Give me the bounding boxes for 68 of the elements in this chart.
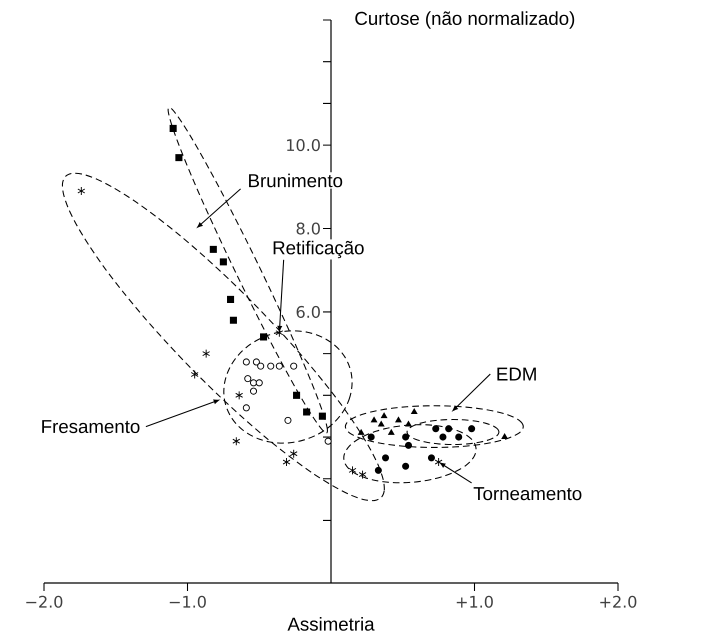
point [227, 296, 234, 303]
point [284, 416, 292, 424]
point [230, 316, 237, 324]
point [170, 124, 177, 132]
point [432, 425, 440, 432]
point [260, 333, 268, 340]
point [439, 433, 446, 440]
annotation: Torneamento [474, 487, 582, 500]
y-tick-label: 6.0 [296, 306, 320, 318]
x-tick-label: +1.0 [456, 596, 493, 608]
point [242, 404, 250, 412]
point [276, 362, 283, 370]
point [324, 438, 332, 445]
point [402, 462, 410, 470]
annotation: Brunimento [249, 173, 342, 188]
point [428, 454, 435, 462]
point [405, 420, 412, 426]
point [256, 379, 263, 386]
annotation: EDM [497, 368, 536, 380]
point [220, 258, 227, 266]
point [358, 470, 367, 479]
point [282, 457, 290, 466]
point [252, 358, 260, 366]
x-axis-title: Assimetria [287, 616, 375, 631]
x-tick-label: −2.0 [26, 596, 62, 608]
point [267, 362, 274, 370]
point [250, 379, 258, 386]
point [77, 186, 86, 196]
point [348, 466, 356, 475]
point [404, 442, 412, 449]
point [202, 349, 210, 358]
annotation: Retificação [274, 240, 364, 258]
x-tick-label: −1.0 [170, 596, 206, 608]
point [402, 433, 410, 440]
y-axis-title: Curtose (não normalizado) [355, 11, 574, 29]
point [395, 416, 402, 422]
point [358, 429, 364, 435]
y-tick-label: 8.0 [296, 222, 320, 234]
point [374, 466, 382, 474]
point [290, 362, 298, 370]
point [455, 433, 462, 440]
y-tick-label: 10.0 [287, 138, 320, 152]
point [370, 416, 378, 422]
point [411, 408, 418, 414]
point [250, 388, 258, 395]
point [388, 429, 394, 435]
point [502, 433, 508, 439]
point [303, 408, 310, 416]
point [235, 390, 244, 400]
point [257, 362, 264, 370]
annotation: Fresamento [42, 420, 140, 434]
point [210, 246, 217, 253]
point [175, 154, 182, 162]
point [378, 420, 384, 426]
point [190, 370, 199, 379]
point [318, 412, 326, 420]
point [382, 454, 390, 462]
point [244, 375, 252, 382]
point [293, 392, 300, 399]
point [242, 358, 250, 366]
point [468, 425, 476, 432]
point [380, 412, 388, 418]
x-tick-label: +2.0 [600, 596, 636, 608]
point [368, 433, 375, 440]
point [290, 449, 298, 458]
point [434, 457, 443, 466]
point [232, 436, 240, 446]
point [445, 425, 452, 432]
